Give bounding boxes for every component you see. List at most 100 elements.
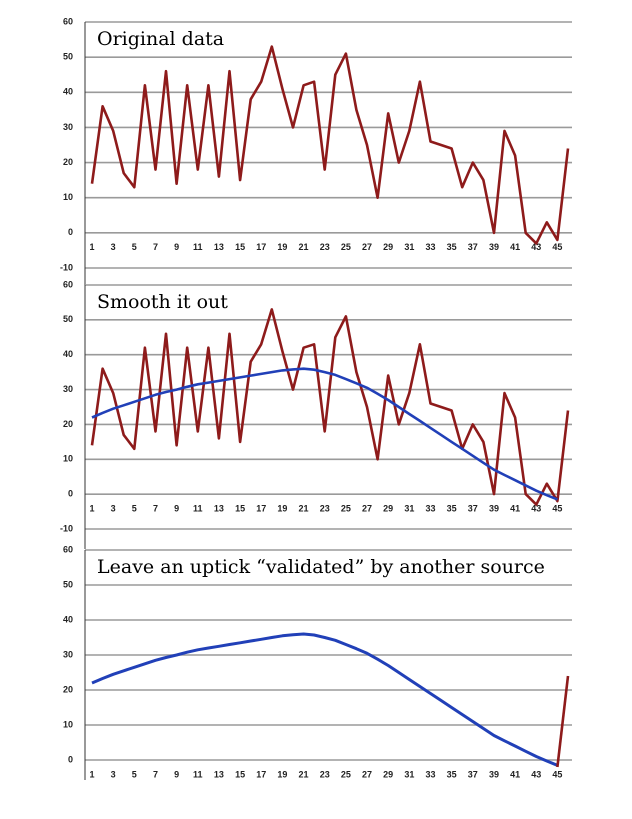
x-tick-label: 3 <box>111 769 116 779</box>
title-bg <box>92 289 233 315</box>
x-tick-label: 27 <box>362 769 372 779</box>
y-tick-label: -10 <box>60 262 73 272</box>
x-tick-label: 5 <box>132 242 137 252</box>
x-tick-label: 39 <box>489 504 499 514</box>
x-tick-label: 7 <box>153 769 158 779</box>
y-tick-label: 40 <box>63 349 73 359</box>
x-tick-label: 13 <box>214 769 224 779</box>
x-tick-label: 19 <box>277 242 287 252</box>
title-bg <box>92 26 230 52</box>
x-tick-label: 17 <box>256 504 266 514</box>
x-tick-label: 9 <box>174 769 179 779</box>
x-tick-label: 41 <box>510 769 520 779</box>
x-tick-label: 37 <box>468 504 478 514</box>
y-tick-label: 30 <box>63 122 73 132</box>
chart-title: Original data <box>97 28 224 50</box>
x-tick-label: 1 <box>89 242 94 252</box>
x-tick-label: 9 <box>174 242 179 252</box>
x-tick-label: 31 <box>404 504 414 514</box>
x-tick-label: 17 <box>256 769 266 779</box>
data-line <box>91 632 558 767</box>
x-tick-label: 41 <box>510 504 520 514</box>
x-tick-label: 35 <box>447 504 457 514</box>
data-line <box>90 45 570 245</box>
data-line <box>90 308 570 506</box>
x-tick-label: 33 <box>425 242 435 252</box>
x-tick-label: 13 <box>214 242 224 252</box>
chart-title: Leave an uptick “validated” by another s… <box>97 556 545 578</box>
data-line <box>556 675 570 768</box>
title-bg <box>92 554 550 580</box>
x-tick-label: 37 <box>468 242 478 252</box>
y-tick-label: 50 <box>63 52 73 62</box>
y-tick-label: 50 <box>63 579 73 589</box>
x-tick-label: 23 <box>320 504 330 514</box>
x-tick-label: 3 <box>111 504 116 514</box>
y-tick-label: 0 <box>68 754 73 764</box>
x-tick-label: 15 <box>235 769 245 779</box>
chart-title: Smooth it out <box>97 291 228 313</box>
y-tick-label: 60 <box>63 279 73 289</box>
x-tick-label: 9 <box>174 504 179 514</box>
x-tick-label: 23 <box>320 769 330 779</box>
x-tick-label: 19 <box>277 769 287 779</box>
x-tick-label: 21 <box>299 769 309 779</box>
x-tick-label: 5 <box>132 504 137 514</box>
data-line <box>91 367 558 501</box>
x-tick-label: 35 <box>447 242 457 252</box>
x-tick-label: 25 <box>341 504 351 514</box>
x-tick-label: 29 <box>383 242 393 252</box>
y-tick-label: 40 <box>63 87 73 97</box>
y-tick-label: 40 <box>63 614 73 624</box>
x-tick-label: 45 <box>552 769 562 779</box>
x-tick-label: 43 <box>531 769 541 779</box>
x-tick-label: 35 <box>447 769 457 779</box>
y-tick-label: 20 <box>63 157 73 167</box>
y-tick-label: 50 <box>63 314 73 324</box>
x-tick-label: 31 <box>404 242 414 252</box>
y-tick-label: 10 <box>63 454 73 464</box>
x-tick-label: 11 <box>193 769 203 779</box>
x-tick-label: 33 <box>425 504 435 514</box>
y-tick-label: 10 <box>63 192 73 202</box>
x-tick-label: 11 <box>193 242 203 252</box>
x-tick-label: 45 <box>552 242 562 252</box>
y-tick-label: 30 <box>63 384 73 394</box>
y-tick-label: 60 <box>63 544 73 554</box>
y-tick-label: 20 <box>63 419 73 429</box>
x-tick-label: 23 <box>320 242 330 252</box>
x-tick-label: 1 <box>89 769 94 779</box>
y-tick-label: 0 <box>68 227 73 237</box>
y-tick-label: -10 <box>60 523 73 533</box>
x-tick-label: 21 <box>299 242 309 252</box>
x-tick-label: 33 <box>425 769 435 779</box>
x-tick-label: 31 <box>404 769 414 779</box>
x-tick-label: 29 <box>383 769 393 779</box>
x-tick-label: 43 <box>531 242 541 252</box>
x-tick-label: 25 <box>341 242 351 252</box>
x-tick-label: 27 <box>362 242 372 252</box>
x-tick-label: 29 <box>383 504 393 514</box>
x-tick-label: 39 <box>489 242 499 252</box>
y-tick-label: 0 <box>68 489 73 499</box>
x-tick-label: 11 <box>193 504 203 514</box>
x-tick-label: 3 <box>111 242 116 252</box>
x-tick-label: 41 <box>510 242 520 252</box>
y-tick-label: 30 <box>63 649 73 659</box>
x-tick-label: 15 <box>235 504 245 514</box>
x-tick-label: 7 <box>153 504 158 514</box>
x-tick-label: 19 <box>277 504 287 514</box>
x-tick-label: 17 <box>256 242 266 252</box>
x-tick-label: 15 <box>235 242 245 252</box>
y-tick-label: 10 <box>63 719 73 729</box>
x-tick-label: 13 <box>214 504 224 514</box>
x-tick-label: 1 <box>89 504 94 514</box>
x-tick-label: 21 <box>299 504 309 514</box>
x-tick-label: 5 <box>132 769 137 779</box>
x-tick-label: 43 <box>531 504 541 514</box>
y-tick-label: 20 <box>63 684 73 694</box>
y-tick-label: 60 <box>63 16 73 26</box>
x-tick-label: 27 <box>362 504 372 514</box>
